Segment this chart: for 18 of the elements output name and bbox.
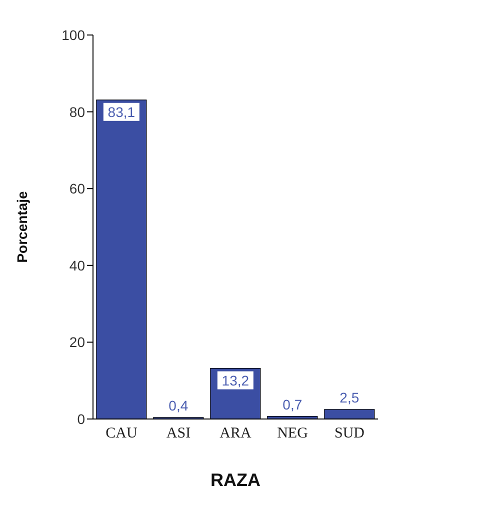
- data-label: 13,2: [222, 372, 250, 388]
- data-label: 0,4: [168, 397, 188, 414]
- x-tick-label: NEG: [277, 426, 308, 442]
- data-label: 0,7: [282, 396, 302, 412]
- y-tick-label: 0: [77, 410, 86, 427]
- x-tick-label: CAU: [106, 426, 138, 442]
- y-tick-label: 100: [62, 26, 86, 43]
- data-label: 2,5: [340, 389, 360, 406]
- y-axis-title: Porcentaje: [14, 190, 30, 263]
- data-label: 83,1: [108, 104, 136, 120]
- x-tick-label: ARA: [220, 426, 252, 442]
- y-tick-label: 20: [69, 334, 86, 350]
- y-tick-label: 80: [69, 104, 86, 120]
- y-tick-label: 60: [69, 180, 86, 197]
- x-tick-label: ASI: [166, 426, 191, 442]
- y-tick-label: 40: [69, 257, 86, 274]
- x-tick-label: SUD: [334, 426, 365, 442]
- x-axis-title: RAZA: [210, 470, 260, 490]
